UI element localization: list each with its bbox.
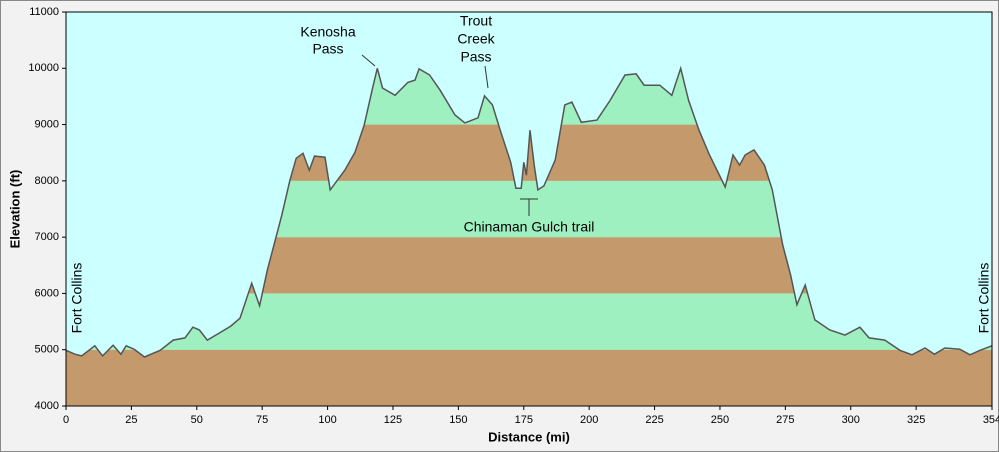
x-tick-label: 100 [318, 414, 336, 426]
annotation: Creek [457, 31, 495, 47]
x-tick-label: 125 [384, 414, 402, 426]
x-tick-label: 225 [645, 414, 663, 426]
y-tick-label: 5000 [35, 344, 59, 356]
x-tick-label: 0 [63, 414, 69, 426]
y-axis-title: Elevation (ft) [7, 170, 22, 249]
x-tick-label: 200 [580, 414, 598, 426]
y-tick-label: 4000 [35, 400, 59, 412]
plot-border [65, 11, 993, 407]
y-tick-label: 7000 [35, 231, 59, 243]
annotation: Trout [460, 13, 492, 29]
y-tick-label: 9000 [35, 118, 59, 130]
y-tick-label: 11000 [29, 6, 59, 18]
x-axis-title: Distance (mi) [488, 429, 570, 444]
x-tick-label: 25 [125, 414, 137, 426]
elevation-band [66, 349, 992, 406]
annotation: Fort Collins [69, 263, 85, 334]
y-tick-label: 6000 [35, 287, 59, 299]
x-tick-label: 250 [711, 414, 729, 426]
annotation: Kenosha [300, 24, 355, 40]
annotation: Pass [312, 41, 343, 57]
y-tick-label: 8000 [35, 175, 59, 187]
x-tick-label: 300 [842, 414, 860, 426]
annotation: Pass [460, 49, 491, 65]
annotation-leader [361, 54, 376, 67]
x-tick-label: 275 [776, 414, 794, 426]
x-tick-label: 150 [449, 414, 467, 426]
x-tick-label: 175 [515, 414, 533, 426]
x-tick-label: 354 [983, 414, 999, 426]
annotation: Fort Collins [976, 263, 992, 334]
annotation-leader [484, 65, 489, 89]
elevation-profile [65, 65, 993, 358]
x-tick-label: 75 [256, 414, 268, 426]
x-tick-label: 325 [907, 414, 925, 426]
y-tick-label: 10000 [28, 62, 59, 74]
annotation: Chinaman Gulch trail [464, 219, 595, 235]
x-tick-label: 50 [191, 414, 203, 426]
